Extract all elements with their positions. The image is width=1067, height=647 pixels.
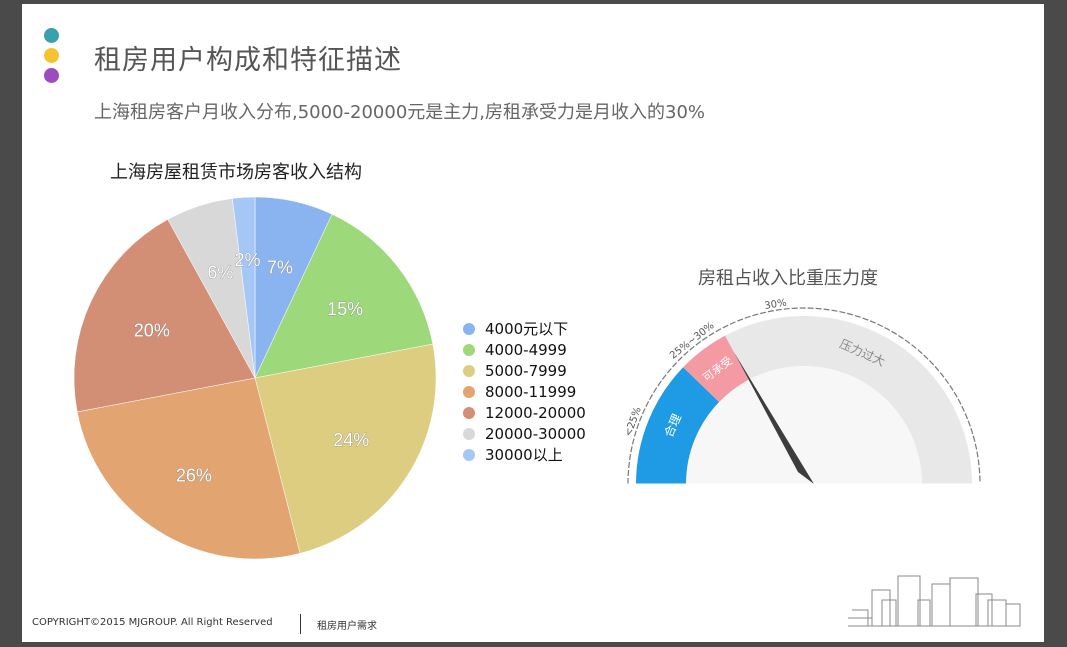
page-subtitle: 上海租房客户月收入分布,5000-20000元是主力,房租承受力是月收入的30% xyxy=(94,102,706,123)
legend-label: 5000-7999 xyxy=(485,361,567,380)
legend-swatch xyxy=(463,448,475,461)
legend-label: 12000-20000 xyxy=(485,403,586,422)
pie-data-label: 2% xyxy=(234,250,260,270)
slide: 租房用户构成和特征描述 上海租房客户月收入分布,5000-20000元是主力,房… xyxy=(22,4,1044,642)
footer-section-label: 租房用户需求 xyxy=(317,621,377,632)
legend-item: 5000-7999 xyxy=(463,360,586,381)
gauge-zone-overpressure xyxy=(725,316,972,484)
legend-item: 8000-11999 xyxy=(463,381,586,402)
city-skyline-illustration xyxy=(848,575,1021,627)
legend-swatch xyxy=(463,343,475,356)
pie-slice xyxy=(76,377,301,560)
legend-item: 12000-20000 xyxy=(463,402,586,423)
pie-chart-title: 上海房屋租赁市场房客收入结构 xyxy=(110,162,362,183)
legend-swatch xyxy=(463,406,475,419)
legend-swatch xyxy=(463,364,475,377)
legend-swatch xyxy=(463,427,475,440)
gauge-outer-arc xyxy=(627,307,981,484)
decor-dot-yellow xyxy=(44,48,59,63)
pie-slice xyxy=(254,213,434,379)
pie-data-label: 26% xyxy=(176,465,212,485)
footer-copyright: COPYRIGHT©2015 MJGROUP. All Right Reserv… xyxy=(32,617,273,628)
pie-legend: 4000元以下 4000-4999 5000-7999 8000-11999 12000… xyxy=(463,318,586,465)
pie-slice xyxy=(232,196,256,379)
legend-label: 4000元以下 xyxy=(485,320,569,338)
decor-dot-purple xyxy=(44,68,59,83)
pie-data-label: 24% xyxy=(333,430,369,450)
pie-slice xyxy=(254,343,437,554)
legend-swatch xyxy=(463,322,475,335)
footer-divider xyxy=(300,614,301,634)
legend-label: 20000-30000 xyxy=(485,424,586,443)
gauge-face xyxy=(686,366,922,484)
pie-data-label: 20% xyxy=(134,320,170,340)
decor-dot-teal xyxy=(44,28,59,43)
gauge-zone-reasonable xyxy=(636,367,720,484)
legend-item: 4000元以下 xyxy=(463,318,586,339)
gauge-needle xyxy=(733,351,814,484)
pie-data-label: 15% xyxy=(327,299,363,319)
legend-label: 8000-11999 xyxy=(485,382,577,401)
gauge-zone-bearable xyxy=(683,335,749,403)
legend-label: 4000-4999 xyxy=(485,340,567,359)
gauge-chart-title: 房租占收入比重压力度 xyxy=(698,268,878,289)
pie-data-label: 6% xyxy=(207,262,233,282)
pie-chart: 7% 15% 24% 26% 20% 6%2% xyxy=(73,196,437,560)
pie-data-label: 7% xyxy=(267,258,293,278)
legend-swatch xyxy=(463,385,475,398)
pie-slice xyxy=(73,219,256,413)
page-title: 租房用户构成和特征描述 xyxy=(94,45,402,76)
legend-label: 30000以上 xyxy=(485,446,563,464)
legend-item: 4000-4999 xyxy=(463,339,586,360)
legend-item: 30000以上 xyxy=(463,444,586,465)
legend-item: 20000-30000 xyxy=(463,423,586,444)
gauge-range-label: 30% xyxy=(764,298,788,312)
